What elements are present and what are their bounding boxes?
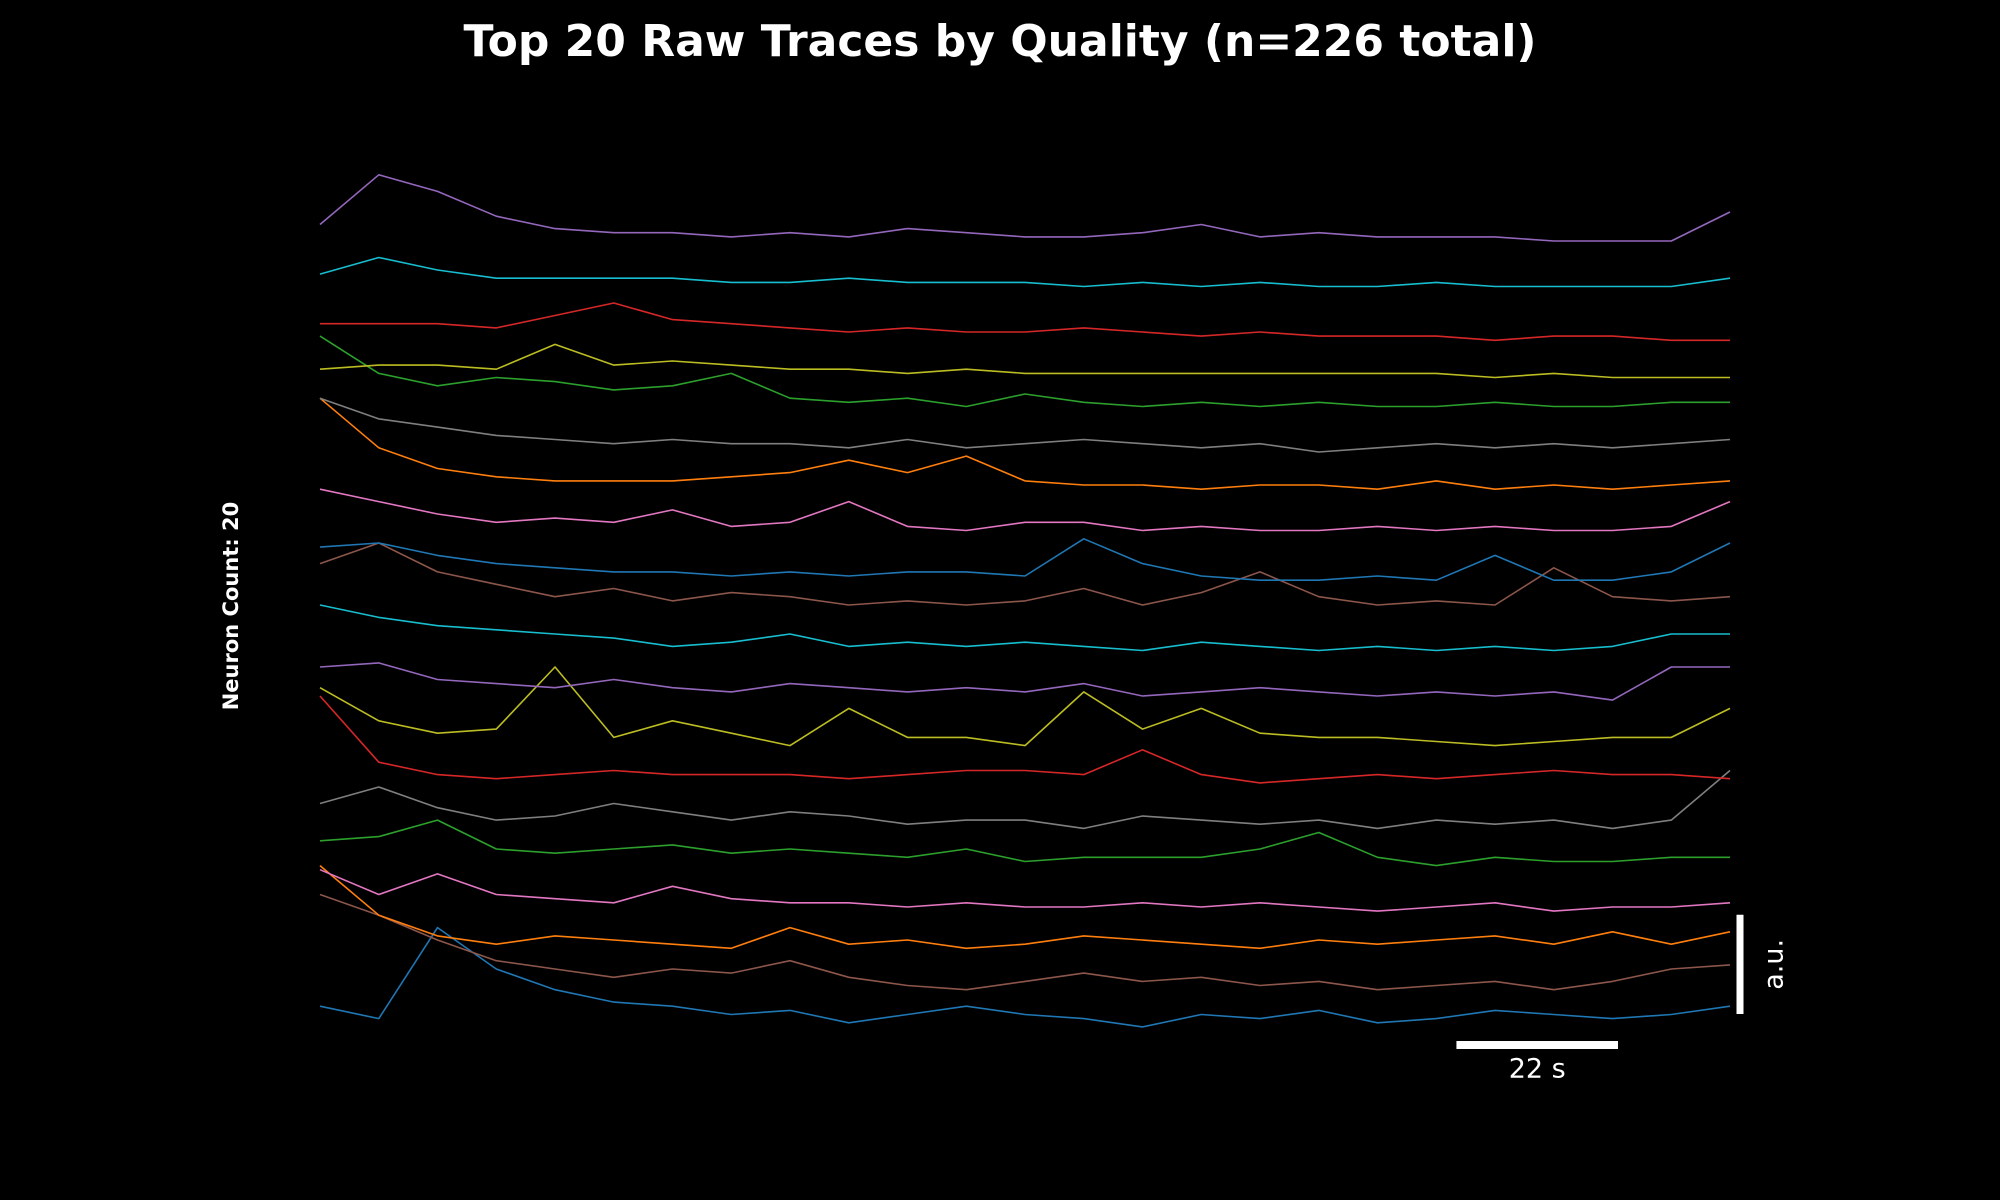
trace-line — [319, 604, 1730, 652]
y-axis-label: Neuron Count: 20 — [219, 502, 243, 711]
trace-line — [319, 488, 1731, 532]
trace-line — [319, 174, 1731, 242]
trace-line — [320, 302, 1730, 342]
trace-line — [319, 769, 1731, 830]
trace-line — [319, 926, 1731, 1028]
trace-line — [319, 343, 1730, 379]
trace-line — [319, 397, 1731, 490]
trace-line — [319, 256, 1731, 288]
trace-line — [319, 662, 1730, 701]
trace-line — [319, 538, 1731, 581]
trace-line — [319, 695, 1731, 784]
trace-line — [319, 397, 1731, 453]
trace-line — [319, 335, 1730, 408]
amplitude-scale-label: a.u. — [1759, 939, 1790, 990]
trace-line — [319, 864, 1731, 950]
trace-line — [319, 893, 1731, 991]
trace-line — [319, 868, 1731, 912]
trace-line — [319, 542, 1731, 606]
time-scale-label: 22 s — [1509, 1054, 1566, 1085]
chart-title: Top 20 Raw Traces by Quality (n=226 tota… — [463, 16, 1536, 67]
trace-line — [319, 666, 1731, 747]
trace-line — [319, 819, 1730, 867]
